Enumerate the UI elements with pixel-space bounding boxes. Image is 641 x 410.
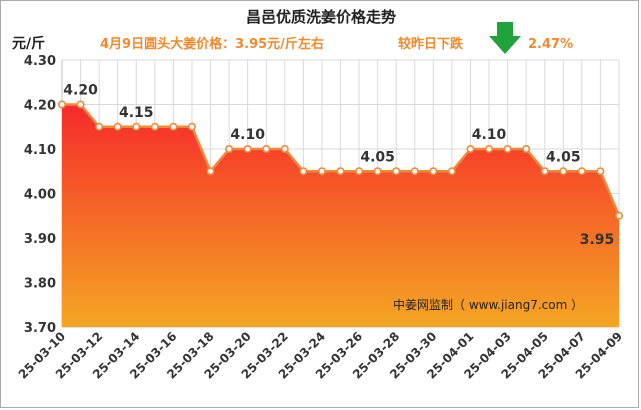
data-point — [596, 167, 605, 176]
data-point — [57, 100, 66, 109]
price-area — [62, 104, 619, 327]
data-point — [522, 145, 531, 154]
y-tick-label: 4.10 — [24, 143, 56, 158]
data-point — [503, 145, 512, 154]
data-point — [187, 122, 196, 131]
change-value: 2.47% — [528, 37, 573, 52]
data-point — [243, 145, 252, 154]
x-axis: 25-03-1025-03-1225-03-1425-03-1625-03-18… — [16, 329, 625, 381]
y-unit-label: 元/斤 — [12, 35, 45, 52]
data-point — [540, 167, 549, 176]
data-point — [485, 145, 494, 154]
data-point — [206, 167, 215, 176]
data-point — [76, 100, 85, 109]
data-label: 3.95 — [580, 232, 615, 248]
chart-title: 昌邑优质洗姜价格走势 — [246, 8, 396, 26]
data-label: 4.10 — [472, 127, 507, 143]
data-point — [373, 167, 382, 176]
y-tick-label: 3.80 — [24, 277, 56, 292]
y-axis: 3.70 3.80 3.90 4.00 4.10 4.20 4.30 — [24, 54, 56, 336]
data-point — [559, 167, 568, 176]
data-point — [355, 167, 364, 176]
y-tick-label: 3.90 — [24, 232, 56, 247]
data-point — [466, 145, 475, 154]
data-point — [429, 167, 438, 176]
chart-subtitle: 4月9日圆头大姜价格：3.95元/斤左右 — [100, 36, 324, 52]
change-text: 较昨日下跌 — [398, 36, 464, 52]
data-labels: 4.20 4.15 4.10 4.05 4.10 4.05 3.95 — [63, 83, 614, 248]
data-point — [280, 145, 289, 154]
y-tick-label: 4.30 — [24, 54, 56, 69]
data-point — [150, 122, 159, 131]
data-point — [392, 167, 401, 176]
credit-text: 中姜网监制（ www.jiang7.com ） — [393, 297, 583, 312]
data-point — [317, 167, 326, 176]
arrow-down-icon — [489, 22, 521, 54]
data-point — [614, 211, 623, 220]
data-point — [113, 122, 122, 131]
data-label: 4.05 — [546, 149, 581, 165]
data-point — [447, 167, 456, 176]
data-label: 4.05 — [360, 149, 395, 165]
data-point — [169, 122, 178, 131]
y-tick-label: 4.00 — [24, 188, 56, 203]
data-point — [299, 167, 308, 176]
data-point — [336, 167, 345, 176]
data-point — [577, 167, 586, 176]
data-point — [262, 145, 271, 154]
y-tick-label: 3.70 — [24, 321, 56, 336]
data-label: 4.10 — [230, 127, 265, 143]
data-point — [95, 122, 104, 131]
data-point — [410, 167, 419, 176]
price-markers — [57, 100, 623, 220]
data-label: 4.20 — [63, 83, 98, 99]
y-tick-label: 4.20 — [24, 99, 56, 114]
data-label: 4.15 — [119, 105, 154, 121]
data-point — [225, 145, 234, 154]
data-point — [132, 122, 141, 131]
